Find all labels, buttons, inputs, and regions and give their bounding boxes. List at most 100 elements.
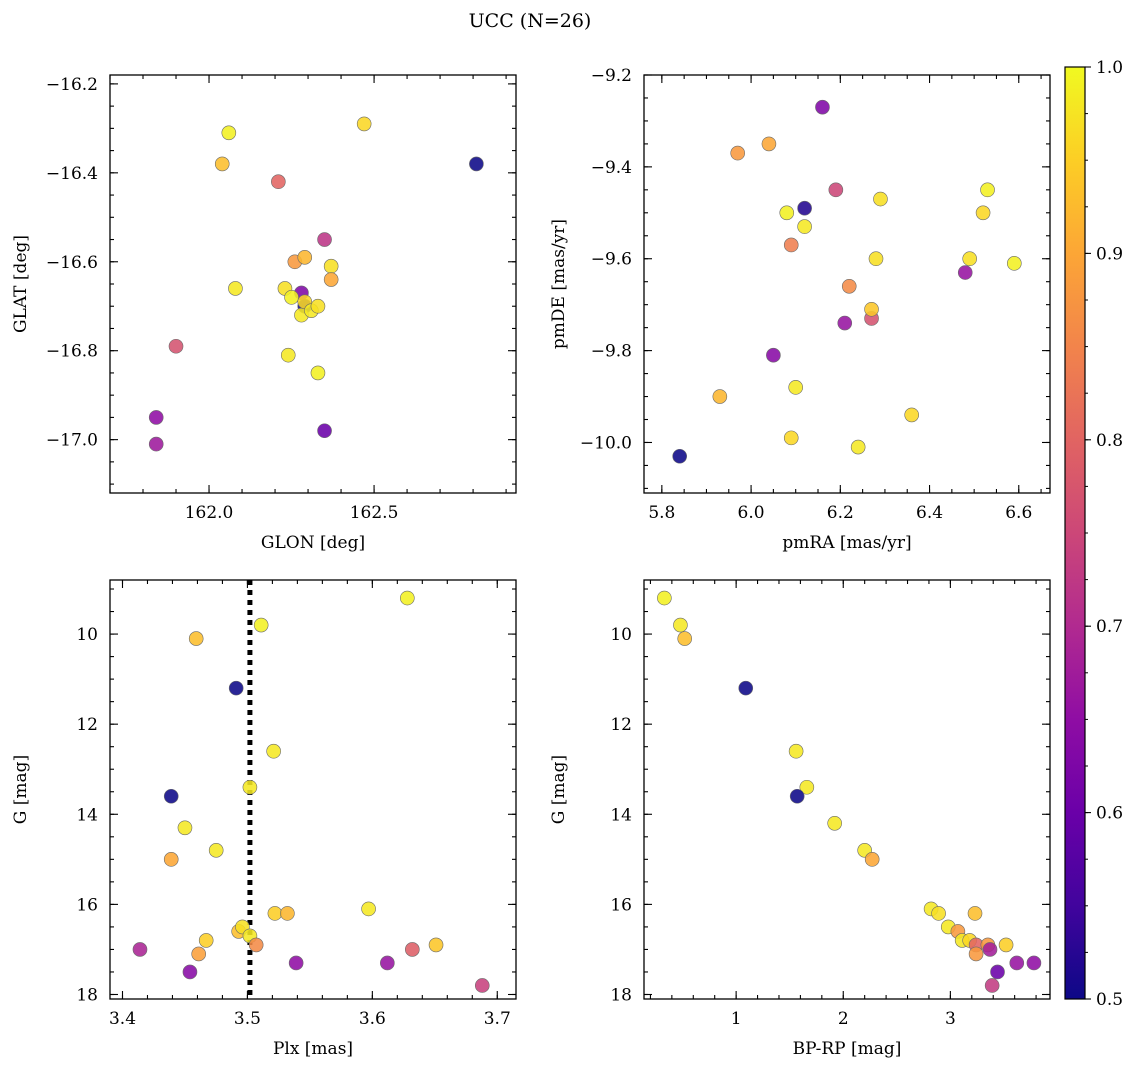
y-tick-label: 10 [610,625,632,645]
scatter-point [177,820,193,836]
axis-ticks [644,580,1050,999]
scatter-point [984,978,1000,993]
scatter-point [288,955,304,971]
scatter-point [267,906,283,921]
y-tick-label: −9.6 [591,250,632,270]
x-axis-label: GLON [deg] [261,533,365,553]
scatter-point [815,99,830,115]
scatter-point [310,365,326,381]
scatter-point [766,347,781,363]
scatter-point [163,788,179,804]
scatter-point [132,942,148,957]
y-tick-label: 18 [610,985,632,1005]
scatter-point [400,590,415,606]
y-tick-label: 14 [610,805,632,825]
scatter-point [323,258,339,274]
x-axis-label: BP-RP [mag] [793,1039,902,1059]
scatter-point [957,265,973,280]
x-tick-label: 3 [945,1009,956,1029]
scatter-point [405,942,420,957]
scatter-point [673,617,688,633]
scatter-point [712,389,728,404]
colorbar-tick-label: 0.6 [1096,804,1123,824]
scatter-point [730,145,745,161]
scatter-point [788,380,803,395]
y-tick-label: 14 [76,805,98,825]
y-tick-label: −10.0 [580,433,632,453]
scatter-point [266,743,281,759]
colorbar-tick-label: 0.7 [1096,617,1123,637]
scatter-point [783,237,799,253]
plot-frame [643,579,1051,1000]
panel-plx-g: 3.4 3.5 3.6 3.7 10 12 14 16 18 Plx [mas] G [mag] [11,579,517,1059]
axis-ticks [644,74,1050,493]
scatter-point [998,937,1014,953]
plot-frame [109,74,517,494]
scatter-point [797,219,812,234]
x-tick-label: 3.5 [234,1009,261,1029]
plot-frame [643,74,1051,494]
scatter-point [280,906,295,921]
scatter-point [361,901,376,917]
x-axis-label: pmRA [mas/yr] [782,533,911,553]
scatter-point [789,788,805,804]
x-tick-label: 6.4 [916,503,943,523]
scatter-point [168,338,184,354]
x-tick-label: 6.6 [1005,503,1032,523]
x-tick-label: 162.0 [185,503,234,523]
y-axis-label: GLAT [deg] [11,235,31,333]
scatter-point [738,680,754,696]
y-tick-label: −16.2 [46,75,98,95]
scatter-point [761,136,777,152]
colorbar-tick-label: 1.0 [1096,58,1123,78]
scatter-point [148,410,164,425]
y-axis-label: pmDE [mas/yr] [549,219,569,349]
scatter-point [228,281,243,296]
y-tick-label: −17.0 [46,431,98,451]
scatter-point [990,964,1005,980]
axis-ticks [109,75,516,493]
scatter-point [779,205,795,221]
y-tick-label: −16.4 [46,164,98,184]
x-tick-label: 2 [838,1009,849,1029]
scatter-point [868,251,884,267]
scatter-points [657,590,1042,993]
scatter-point [931,906,946,921]
y-tick-label: 12 [76,715,98,735]
panel-glon-glat: 162.0 162.5 −17.0 −16.8 −16.6 −16.4 −16.2 GLON … [11,74,517,553]
scatter-point [253,617,269,633]
scatter-point [221,125,237,141]
scatter-point [317,423,332,439]
colorbar-tick-label: 0.8 [1096,431,1123,451]
scatter-point [657,590,672,606]
scatter-point [182,964,198,980]
scatter-point [380,955,395,971]
scatter-point [1009,955,1025,971]
scatter-point [248,937,264,953]
x-tick-label: 1 [731,1009,742,1029]
y-tick-label: 16 [610,895,632,915]
scatter-point [428,937,444,953]
scatter-point [797,200,812,216]
x-tick-label: 3.6 [359,1009,386,1029]
scatter-point [864,852,880,867]
scatter-point [163,852,179,867]
y-tick-label: −16.6 [46,253,98,273]
scatter-point [297,250,313,265]
scatter-point [827,815,842,831]
scatter-point [783,430,799,446]
y-tick-label: 12 [610,715,632,735]
scatter-point [850,439,866,455]
scatter-point [962,251,977,267]
figure-title: UCC (N=26) [469,10,592,32]
scatter-points [132,590,490,993]
scatter-point [469,156,484,172]
scatter-point [837,315,853,331]
x-tick-label: 162.5 [350,503,399,523]
scatter-point [317,232,332,247]
y-axis-label: G [mag] [549,755,569,824]
y-tick-label: −9.4 [591,158,632,178]
y-tick-label: 10 [76,625,98,645]
x-tick-label: 3.4 [109,1009,136,1029]
